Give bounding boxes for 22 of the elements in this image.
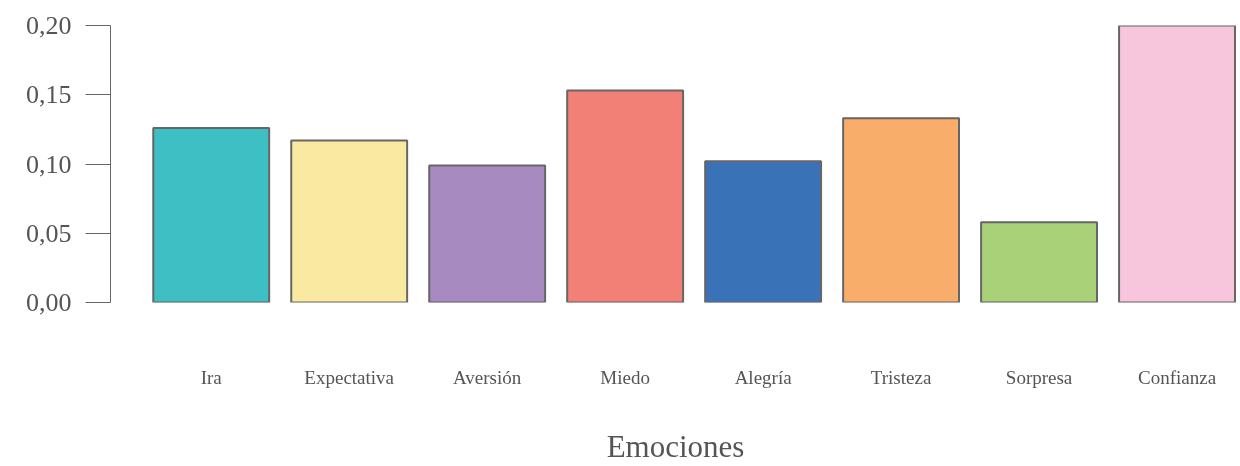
bar <box>428 164 547 303</box>
bar <box>842 117 961 303</box>
bar <box>704 160 823 303</box>
bar <box>566 89 685 303</box>
bar <box>1118 25 1236 303</box>
x-tick-label: Confianza <box>1137 366 1217 388</box>
x-tick-label: Sorpresa <box>1005 366 1073 388</box>
y-tick-label: 0,05 <box>26 218 72 248</box>
x-tick-label: Tristeza <box>870 366 932 388</box>
bar <box>290 139 409 303</box>
x-tick-label: Miedo <box>600 366 650 388</box>
x-axis-title: Emociones <box>606 428 745 464</box>
y-tick-label: 0,15 <box>26 80 72 110</box>
bar <box>980 221 1099 303</box>
y-tick-label: 0,10 <box>26 149 72 179</box>
y-tick-label: 0,20 <box>26 11 72 40</box>
x-tick-label: Aversión <box>453 366 522 388</box>
x-tick-label: Expectativa <box>304 366 395 388</box>
x-tick-label: Ira <box>200 366 223 388</box>
x-tick-label: Alegría <box>734 366 793 388</box>
bar <box>152 126 271 303</box>
y-tick-label: 0,00 <box>26 288 72 317</box>
